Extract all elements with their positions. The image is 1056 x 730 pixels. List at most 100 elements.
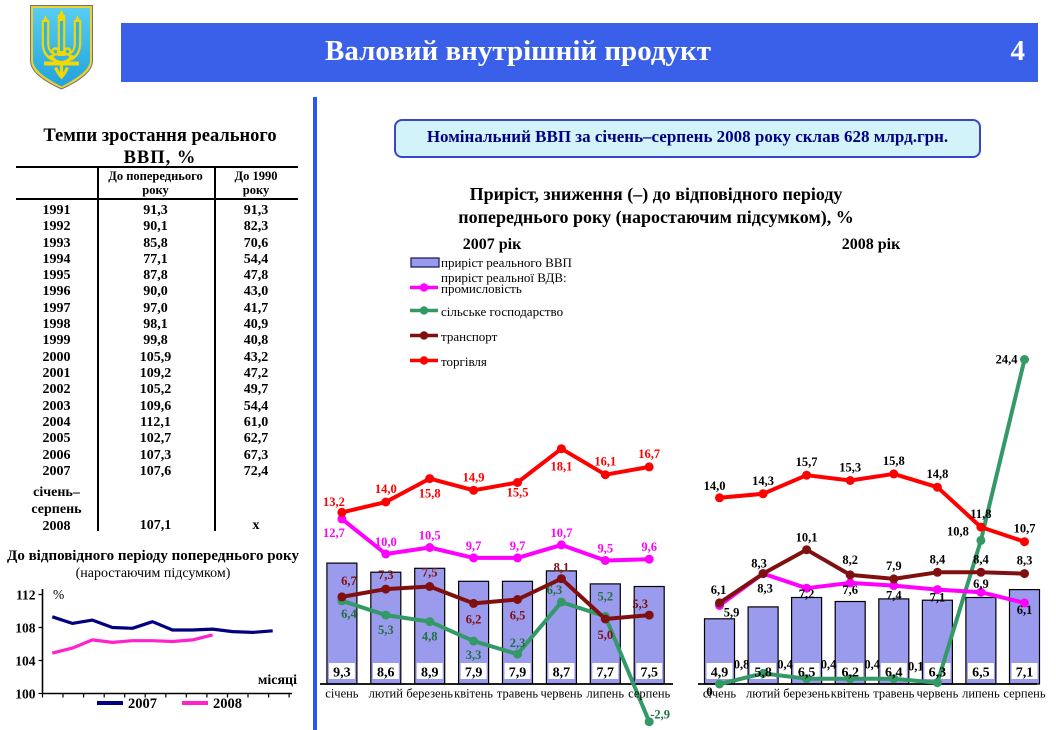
svg-text:8,9: 8,9 (421, 666, 439, 681)
svg-text:104: 104 (15, 654, 36, 669)
svg-text:24,4: 24,4 (996, 353, 1019, 367)
svg-text:7,9: 7,9 (509, 666, 527, 681)
svg-text:8,7: 8,7 (553, 666, 571, 681)
svg-text:6,9: 6,9 (973, 577, 989, 591)
svg-text:березень: березень (406, 687, 453, 701)
svg-text:червень: червень (540, 687, 582, 701)
svg-text:14,0: 14,0 (704, 479, 726, 493)
svg-text:108: 108 (15, 621, 36, 636)
svg-text:місяці: місяці (258, 673, 297, 688)
svg-text:14,0: 14,0 (375, 482, 397, 496)
svg-text:100: 100 (15, 687, 36, 702)
svg-text:5,8: 5,8 (754, 666, 772, 681)
svg-text:7,5: 7,5 (422, 566, 438, 580)
svg-text:7,7: 7,7 (597, 666, 615, 681)
svg-text:травень: травень (873, 687, 914, 701)
svg-text:лютий: лютий (746, 687, 781, 701)
svg-text:2008: 2008 (213, 696, 242, 712)
svg-text:15,8: 15,8 (419, 487, 441, 501)
svg-text:лютий: лютий (369, 687, 404, 701)
svg-text:травень: травень (497, 687, 538, 701)
svg-text:8,4: 8,4 (930, 552, 946, 566)
svg-text:15,7: 15,7 (796, 455, 818, 469)
svg-text:5,0: 5,0 (597, 628, 613, 642)
svg-text:15,8: 15,8 (883, 454, 905, 468)
svg-text:0,4: 0,4 (821, 658, 837, 672)
svg-text:-2,9: -2,9 (650, 708, 670, 722)
svg-text:10,0: 10,0 (375, 535, 397, 549)
svg-text:8,4: 8,4 (973, 552, 989, 566)
svg-text:0,8: 0,8 (734, 657, 750, 671)
svg-text:9,7: 9,7 (466, 539, 482, 553)
svg-text:13,2: 13,2 (323, 495, 345, 509)
svg-text:5,9: 5,9 (724, 606, 740, 620)
svg-text:8,3: 8,3 (1017, 554, 1033, 568)
svg-text:0,4: 0,4 (864, 658, 880, 672)
svg-text:0: 0 (706, 685, 712, 699)
svg-text:16,1: 16,1 (594, 455, 616, 469)
svg-text:8,6: 8,6 (377, 666, 395, 681)
svg-text:4,9: 4,9 (711, 666, 729, 681)
svg-text:8,1: 8,1 (554, 561, 570, 575)
svg-text:березень: березень (783, 687, 830, 701)
svg-text:10,7: 10,7 (1014, 522, 1036, 536)
svg-text:10,7: 10,7 (550, 526, 572, 540)
svg-text:5,2: 5,2 (597, 589, 613, 603)
svg-text:15,5: 15,5 (507, 486, 529, 500)
svg-text:червень: червень (916, 687, 958, 701)
svg-text:11,8: 11,8 (970, 507, 991, 521)
svg-text:112: 112 (16, 588, 36, 603)
svg-text:6,5: 6,5 (510, 609, 526, 623)
svg-text:серпень: серпень (1003, 687, 1045, 701)
svg-text:серпень: серпень (628, 687, 670, 701)
svg-text:2,3: 2,3 (510, 636, 526, 650)
svg-text:14,9: 14,9 (463, 470, 485, 484)
svg-text:6,3: 6,3 (547, 583, 563, 597)
svg-text:16,7: 16,7 (638, 447, 660, 461)
svg-text:січень: січень (703, 687, 737, 701)
svg-text:липень: липень (587, 687, 625, 701)
svg-text:6,5: 6,5 (972, 666, 990, 681)
svg-text:9,3: 9,3 (333, 666, 351, 681)
svg-text:3,3: 3,3 (466, 648, 482, 662)
svg-text:7,2: 7,2 (799, 587, 815, 601)
svg-text:6,7: 6,7 (341, 574, 357, 588)
svg-text:6,4: 6,4 (341, 607, 357, 621)
svg-text:4,8: 4,8 (422, 630, 438, 644)
svg-text:7,4: 7,4 (886, 589, 902, 603)
svg-text:12,7: 12,7 (323, 526, 345, 540)
svg-text:7,9: 7,9 (465, 666, 483, 681)
svg-text:5,3: 5,3 (632, 597, 648, 611)
svg-text:липень: липень (962, 687, 1000, 701)
svg-text:6,1: 6,1 (1017, 603, 1033, 617)
svg-text:7,9: 7,9 (886, 559, 902, 573)
svg-text:квітень: квітень (454, 687, 493, 701)
svg-text:10,8: 10,8 (947, 524, 969, 538)
svg-text:січень: січень (325, 687, 359, 701)
svg-text:14,8: 14,8 (926, 467, 948, 481)
svg-text:9,7: 9,7 (510, 539, 526, 553)
svg-text:0,1: 0,1 (908, 660, 924, 674)
svg-text:6,5: 6,5 (798, 666, 816, 681)
svg-text:7,3: 7,3 (378, 568, 394, 582)
svg-text:8,2: 8,2 (842, 553, 858, 567)
svg-text:8,3: 8,3 (757, 582, 773, 596)
svg-text:6,3: 6,3 (929, 666, 947, 681)
svg-text:14,3: 14,3 (752, 474, 774, 488)
svg-text:квітень: квітень (831, 687, 870, 701)
svg-text:%: % (53, 587, 64, 602)
svg-text:7,1: 7,1 (930, 591, 946, 605)
svg-text:7,6: 7,6 (842, 583, 858, 597)
svg-text:6,1: 6,1 (711, 583, 727, 597)
svg-text:9,5: 9,5 (597, 542, 613, 556)
svg-text:6,2: 6,2 (841, 666, 859, 681)
svg-text:0,4: 0,4 (777, 658, 793, 672)
svg-text:18,1: 18,1 (550, 460, 572, 474)
svg-text:6,2: 6,2 (466, 612, 482, 626)
svg-text:7,5: 7,5 (640, 666, 658, 681)
svg-text:8,3: 8,3 (751, 557, 767, 571)
svg-text:5,3: 5,3 (378, 623, 394, 637)
svg-text:10,5: 10,5 (419, 529, 441, 543)
svg-text:2007: 2007 (128, 696, 157, 712)
svg-text:9,6: 9,6 (641, 540, 657, 554)
